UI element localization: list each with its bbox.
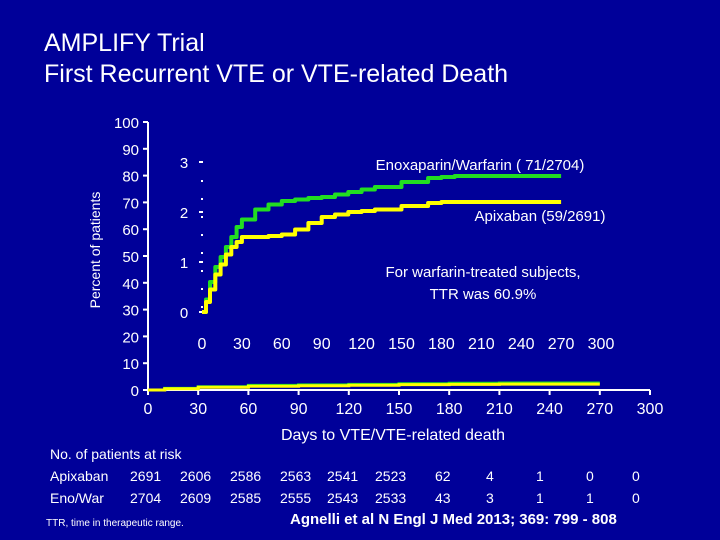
risk-cell: 43 <box>435 490 451 506</box>
risk-cell: 1 <box>586 490 594 506</box>
main-x-tick-label: 240 <box>536 401 563 418</box>
risk-cell: 1 <box>536 490 544 506</box>
risk-cell: 2585 <box>230 490 262 506</box>
inset-x-tick-label: 120 <box>348 336 375 353</box>
inset-x-tick-label: 0 <box>198 336 207 353</box>
ttr-note-line-1: For warfarin-treated subjects, <box>385 264 580 281</box>
risk-cell: 2523 <box>375 468 407 484</box>
main-y-tick-label: 40 <box>122 276 139 293</box>
inset-x-tick-label: 90 <box>313 336 331 353</box>
inset-x-tick-label: 300 <box>588 336 615 353</box>
inset-y-tick-label: 3 <box>180 155 188 172</box>
risk-row-label: Apixaban <box>50 468 109 484</box>
risk-cell: 62 <box>435 468 451 484</box>
footnote: TTR, time in therapeutic range. <box>46 518 184 529</box>
inset-x-tick-label: 60 <box>273 336 291 353</box>
risk-table: No. of patients at risk Apixaban 2691 2606… <box>50 443 640 509</box>
risk-cell: 0 <box>632 490 640 506</box>
main-x-tick-label: 210 <box>486 401 513 418</box>
main-x-tick-label: 90 <box>290 401 308 418</box>
ttr-note-line-2: TTR was 60.9% <box>430 286 537 303</box>
risk-cell: 4 <box>486 468 494 484</box>
main-y-tick-label: 30 <box>122 303 139 320</box>
inset-x-tick-label: 240 <box>508 336 535 353</box>
risk-cell: 2541 <box>327 468 359 484</box>
title-line-2: First Recurrent VTE or VTE-related Death <box>44 60 509 88</box>
main-y-tick-label: 100 <box>114 115 139 132</box>
x-axis-label: Days to VTE/VTE-related death <box>281 427 505 444</box>
risk-cell: 2609 <box>180 490 212 506</box>
main-x-tick-label: 60 <box>240 401 258 418</box>
inset-x-tick-label: 270 <box>548 336 575 353</box>
main-chart-series <box>148 381 600 392</box>
inset-y-tick-label: 1 <box>180 255 188 272</box>
risk-cell: 2586 <box>230 468 262 484</box>
main-x-tick-label: 300 <box>637 401 664 418</box>
inset-series-enoxaparin-warfarin <box>202 174 562 314</box>
main-y-tick-label: 0 <box>131 383 139 400</box>
risk-row-apixaban: Apixaban 2691 2606 2586 2563 2541 2523 62 4 1 0 0 <box>50 465 640 487</box>
main-x-tick-label: 270 <box>586 401 613 418</box>
inset-x-tick-label: 30 <box>233 336 251 353</box>
risk-cell: 3 <box>486 490 494 506</box>
risk-cell: 2533 <box>375 490 407 506</box>
main-x-tick-label: 150 <box>386 401 413 418</box>
main-y-tick-label: 80 <box>122 169 139 186</box>
title-line-1: AMPLIFY Trial <box>44 29 205 57</box>
risk-cell: 2691 <box>130 468 162 484</box>
inset-label-apixaban: Apixaban (59/2691) <box>475 208 606 225</box>
risk-cell: 2555 <box>280 490 312 506</box>
citation: Agnelli et al N Engl J Med 2013; 369: 79… <box>290 511 617 528</box>
inset-chart-series <box>202 174 562 314</box>
risk-cell: 2704 <box>130 490 162 506</box>
risk-cell: 0 <box>632 468 640 484</box>
main-series-apixaban <box>148 382 600 392</box>
risk-cell: 0 <box>586 468 594 484</box>
risk-cell: 2563 <box>280 468 312 484</box>
risk-cell: 2543 <box>327 490 359 506</box>
risk-cell: 2606 <box>180 468 212 484</box>
inset-y-tick-label: 0 <box>180 305 188 322</box>
inset-y-tick-label: 2 <box>180 205 188 222</box>
inset-x-tick-label: 210 <box>468 336 495 353</box>
risk-table-title: No. of patients at risk <box>50 446 182 462</box>
main-y-tick-label: 20 <box>122 329 139 346</box>
inset-label-enoxaparin: Enoxaparin/Warfarin ( 71/2704) <box>376 157 585 174</box>
main-y-tick-label: 60 <box>122 222 139 239</box>
main-y-tick-label: 10 <box>122 356 139 373</box>
inset-x-tick-label: 150 <box>388 336 415 353</box>
y-axis-label: Percent of patients <box>87 192 103 309</box>
page-title: AMPLIFY Trial First Recurrent VTE or VTE… <box>44 28 508 90</box>
risk-row-enoxaparin-warfarin: Eno/War 2704 2609 2585 2555 2543 2533 43 3 1 1 0 <box>50 487 640 509</box>
risk-row-label: Eno/War <box>50 490 104 506</box>
main-x-tick-label: 30 <box>189 401 207 418</box>
inset-series-apixaban <box>202 200 562 314</box>
main-x-tick-label: 120 <box>335 401 362 418</box>
main-y-tick-label: 90 <box>122 142 139 159</box>
main-y-tick-label: 50 <box>122 249 139 266</box>
risk-cell: 1 <box>536 468 544 484</box>
inset-x-tick-label: 180 <box>428 336 455 353</box>
main-y-tick-label: 70 <box>122 195 139 212</box>
main-x-tick-label: 180 <box>436 401 463 418</box>
main-x-tick-label: 0 <box>144 401 153 418</box>
